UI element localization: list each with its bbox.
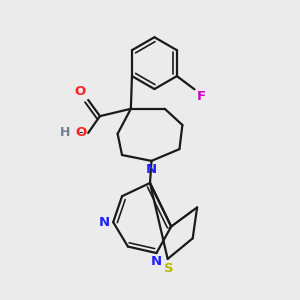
Text: O: O bbox=[75, 126, 87, 140]
Text: O: O bbox=[75, 85, 86, 98]
Text: F: F bbox=[196, 90, 206, 103]
Text: S: S bbox=[164, 262, 174, 275]
Text: N: N bbox=[146, 163, 157, 176]
Text: N: N bbox=[151, 255, 162, 268]
Text: H: H bbox=[60, 126, 70, 140]
Text: N: N bbox=[98, 216, 110, 229]
Text: -: - bbox=[79, 126, 83, 140]
